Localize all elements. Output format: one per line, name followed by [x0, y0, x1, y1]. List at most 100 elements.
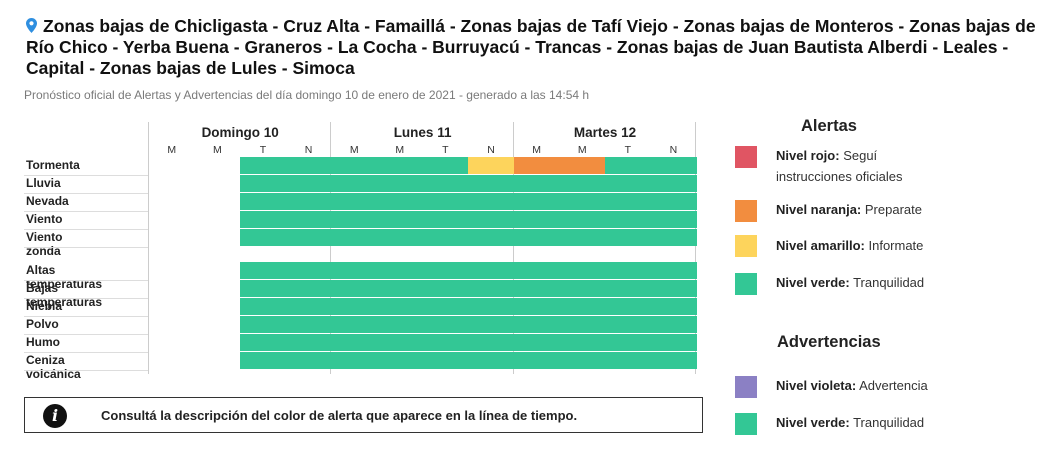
legend-alerta-swatch-verde — [735, 273, 757, 295]
zones-title: Zonas bajas de Chicligasta - Cruz Alta -… — [26, 16, 1036, 78]
time-slot-label: T — [624, 144, 631, 156]
legend-advertencia-item-violeta: Nivel violeta: Advertencia — [776, 375, 946, 396]
alert-cell-verde — [422, 280, 469, 297]
legend-alerta-item-amarillo: Nivel amarillo: Informate — [776, 235, 946, 256]
legend-level-desc: Preparate — [861, 202, 922, 217]
legend-level-label: Nivel rojo: — [776, 148, 840, 163]
alert-cell-verde — [377, 229, 424, 246]
alert-cell-verde — [605, 334, 652, 351]
alert-cell-verde — [650, 298, 697, 315]
alert-cell-verde — [513, 352, 560, 369]
alert-cell-verde — [650, 262, 697, 279]
time-slot-label: M — [395, 144, 405, 156]
alert-cell-verde — [605, 352, 652, 369]
time-slot-label: T — [442, 144, 449, 156]
alert-cell-verde — [377, 262, 424, 279]
legend-level-desc: Tranquilidad — [849, 275, 925, 290]
phenomenon-label: Ceniza volcánica — [26, 353, 81, 381]
alert-cell-verde — [285, 298, 332, 315]
alert-cell-verde — [422, 229, 469, 246]
legend-level-label: Nivel verde: — [776, 415, 850, 430]
legend-alerta-swatch-naranja — [735, 200, 757, 222]
alert-cell-verde — [468, 280, 515, 297]
alert-cell-amarillo — [468, 157, 515, 174]
time-slot-label: T — [259, 144, 267, 156]
alert-cell-verde — [605, 193, 652, 210]
alert-cell-verde — [513, 280, 560, 297]
alert-cell-verde — [559, 316, 606, 333]
alert-cell-verde — [331, 316, 378, 333]
row-separator — [24, 247, 148, 248]
row-separator — [24, 316, 148, 317]
row-separator — [24, 193, 148, 194]
alert-cell-verde — [331, 352, 378, 369]
alert-cell-verde — [422, 193, 469, 210]
legend-level-label: Nivel verde: — [776, 275, 850, 290]
alert-cell-verde — [240, 298, 287, 315]
alert-cell-verde — [468, 193, 515, 210]
alert-cell-verde — [559, 211, 606, 228]
alert-cell-verde — [559, 229, 606, 246]
alert-cell-verde — [650, 334, 697, 351]
alert-cell-verde — [559, 193, 606, 210]
alert-cell-verde — [559, 262, 606, 279]
location-pin-icon — [26, 18, 37, 33]
alert-cell-verde — [331, 211, 378, 228]
alert-cell-verde — [468, 211, 515, 228]
alert-cell-verde — [240, 175, 287, 192]
day-separator — [512, 122, 514, 374]
legend-alerta-swatch-rojo — [735, 146, 757, 168]
alert-cell-verde — [240, 229, 287, 246]
alert-cell-verde — [377, 157, 424, 174]
day-header: Martes 12 — [573, 125, 637, 140]
phenomenon-label: Lluvia — [26, 176, 61, 190]
alert-cell-verde — [331, 298, 378, 315]
time-slot-label: N — [669, 144, 678, 156]
alert-cell-verde — [377, 334, 424, 351]
legend-advertencias-title: Advertencias — [777, 333, 881, 351]
alert-cell-verde — [331, 229, 378, 246]
alert-cell-verde — [422, 334, 469, 351]
alert-cell-verde — [650, 211, 697, 228]
alert-cell-verde — [605, 229, 652, 246]
legend-level-desc: Tranquilidad — [849, 415, 925, 430]
alert-cell-verde — [559, 334, 606, 351]
alert-cell-verde — [377, 175, 424, 192]
alert-cell-verde — [331, 334, 378, 351]
alert-cell-verde — [240, 352, 287, 369]
alert-cell-verde — [240, 211, 287, 228]
alert-cell-verde — [331, 262, 378, 279]
alert-cell-verde — [605, 298, 652, 315]
legend-alerta-item-rojo: Nivel rojo: Seguí instrucciones oficiale… — [776, 145, 946, 187]
alert-cell-verde — [513, 334, 560, 351]
legend-alerta-item-verde: Nivel verde: Tranquilidad — [776, 272, 946, 293]
alert-cell-verde — [605, 157, 652, 174]
alert-cell-verde — [513, 316, 560, 333]
row-separator — [24, 175, 148, 176]
alert-cell-verde — [468, 334, 515, 351]
legend-level-desc: Seguí instrucciones oficiales — [776, 148, 903, 184]
alert-cell-verde — [285, 316, 332, 333]
page-title: Zonas bajas de Chicligasta - Cruz Alta -… — [26, 16, 1036, 79]
info-box: i Consultá la descripción del color de a… — [24, 397, 703, 433]
alert-cell-verde — [650, 157, 697, 174]
phenomenon-label: Nevada — [26, 194, 69, 208]
alert-cell-verde — [513, 229, 560, 246]
alert-cell-verde — [605, 175, 652, 192]
alert-cell-verde — [285, 193, 332, 210]
info-icon: i — [43, 404, 67, 428]
alert-cell-verde — [285, 229, 332, 246]
alert-cell-verde — [331, 280, 378, 297]
alert-cell-verde — [559, 280, 606, 297]
alert-cell-verde — [285, 262, 332, 279]
row-separator — [24, 229, 148, 230]
legend-alerta-swatch-amarillo — [735, 235, 757, 257]
alert-cell-verde — [559, 352, 606, 369]
alert-cell-verde — [377, 298, 424, 315]
row-separator — [24, 334, 148, 335]
alert-cell-verde — [650, 316, 697, 333]
phenomenon-label: Tormenta — [26, 158, 80, 172]
legend-level-desc: Informate — [864, 238, 924, 253]
alert-cell-verde — [605, 280, 652, 297]
alert-cell-verde — [377, 316, 424, 333]
